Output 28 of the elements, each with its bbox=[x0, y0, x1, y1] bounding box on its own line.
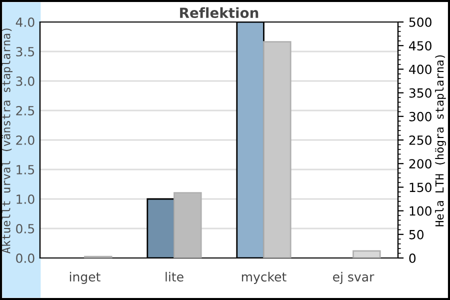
y2-tick-label: 450 bbox=[409, 41, 432, 51]
y2-tick-label: 500 bbox=[409, 17, 432, 27]
y-tick-label: 1.0 bbox=[16, 194, 34, 204]
y-axis-title: Aktuellt urval (vänstra staplarna) bbox=[2, 28, 12, 254]
y-tick-label: 3.5 bbox=[16, 46, 34, 56]
x-tick-label: mycket bbox=[242, 272, 286, 284]
y-tick-label: 2.5 bbox=[16, 106, 34, 116]
y-tick-label: 1.5 bbox=[16, 165, 34, 174]
y2-tick-label: 200 bbox=[409, 159, 432, 169]
x-tick-label: lite bbox=[166, 272, 184, 282]
y2-tick-label: 250 bbox=[409, 135, 432, 145]
y2-tick-label: 100 bbox=[410, 206, 432, 216]
y2-tick-label: 400 bbox=[409, 64, 432, 74]
y2-tick-label: 50 bbox=[409, 230, 424, 240]
y-tick-label: 0.5 bbox=[16, 224, 34, 234]
y2-tick-label: 300 bbox=[409, 112, 432, 122]
y-tick-label: 3.0 bbox=[16, 76, 34, 86]
chart-title: Reflektion bbox=[180, 7, 258, 18]
x-tick-label: inget bbox=[70, 272, 100, 284]
y-tick-label: 0.0 bbox=[16, 253, 34, 263]
y2-tick-label: 150 bbox=[410, 182, 432, 192]
bar bbox=[352, 250, 381, 258]
x-tick-label: ej svar bbox=[333, 272, 374, 284]
y2-tick-label: 350 bbox=[409, 88, 432, 98]
y2-tick-label: 0 bbox=[409, 253, 416, 263]
y-tick-label: 2.0 bbox=[16, 135, 34, 145]
y-tick-label: 4.0 bbox=[16, 17, 34, 27]
y2-axis-title: Hela LTH (högra staplarna) bbox=[435, 55, 446, 226]
